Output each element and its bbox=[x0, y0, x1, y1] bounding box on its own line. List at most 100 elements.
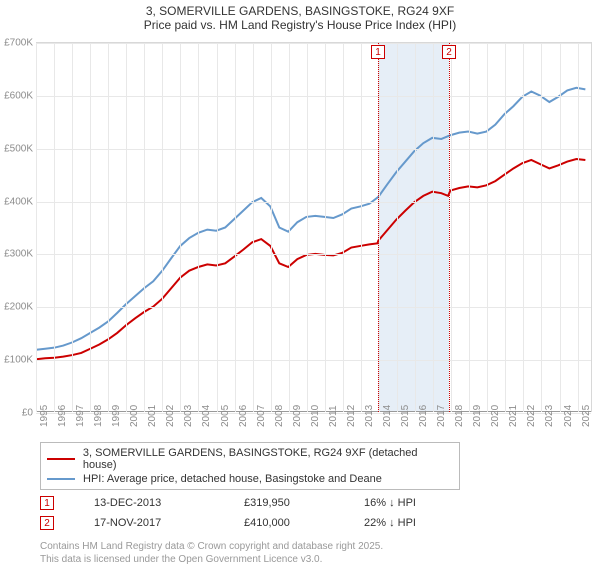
x-tick-label: 2001 bbox=[147, 405, 158, 427]
x-tick-label: 2004 bbox=[201, 405, 212, 427]
y-tick-label: £0 bbox=[0, 408, 33, 419]
x-tick-label: 2020 bbox=[490, 405, 501, 427]
gridline-h bbox=[36, 360, 591, 361]
gridline-v bbox=[90, 43, 91, 412]
tx-date: 13-DEC-2013 bbox=[94, 497, 204, 509]
y-tick-label: £600K bbox=[0, 90, 33, 101]
gridline-v bbox=[144, 43, 145, 412]
gridline-v bbox=[162, 43, 163, 412]
y-tick-label: £700K bbox=[0, 38, 33, 49]
y-tick-label: £300K bbox=[0, 249, 33, 260]
footer-line1: Contains HM Land Registry data © Crown c… bbox=[40, 540, 600, 553]
plot-area: £0£100K£200K£300K£400K£500K£600K£700K199… bbox=[36, 42, 592, 412]
x-tick-label: 2016 bbox=[418, 405, 429, 427]
gridline-h bbox=[36, 96, 591, 97]
chart-container: 3, SOMERVILLE GARDENS, BASINGSTOKE, RG24… bbox=[0, 0, 600, 560]
title-block: 3, SOMERVILLE GARDENS, BASINGSTOKE, RG24… bbox=[0, 0, 600, 34]
x-tick-label: 2012 bbox=[346, 405, 357, 427]
gridline-v bbox=[505, 43, 506, 412]
gridline-h bbox=[36, 149, 591, 150]
gridline-h bbox=[36, 43, 591, 44]
x-tick-label: 2022 bbox=[526, 405, 537, 427]
gridline-v bbox=[361, 43, 362, 412]
legend-item-hpi: HPI: Average price, detached house, Basi… bbox=[47, 472, 453, 486]
x-tick-label: 2015 bbox=[400, 405, 411, 427]
transaction-row: 1 13-DEC-2013 £319,950 16% ↓ HPI bbox=[40, 496, 600, 510]
x-tick-label: 1995 bbox=[39, 405, 50, 427]
gridline-v bbox=[235, 43, 236, 412]
x-tick-label: 2019 bbox=[472, 405, 483, 427]
gridline-v bbox=[343, 43, 344, 412]
transaction-row: 217-NOV-2017£410,00022% ↓ HPI bbox=[40, 516, 600, 530]
legend-box: 3, SOMERVILLE GARDENS, BASINGSTOKE, RG24… bbox=[40, 442, 460, 490]
line-series-svg bbox=[36, 43, 591, 412]
x-tick-label: 2014 bbox=[382, 405, 393, 427]
gridline-v bbox=[54, 43, 55, 412]
x-tick-label: 2008 bbox=[274, 405, 285, 427]
gridline-v bbox=[523, 43, 524, 412]
x-tick-label: 2017 bbox=[436, 405, 447, 427]
x-tick-label: 1999 bbox=[111, 405, 122, 427]
gridline-v bbox=[451, 43, 452, 412]
x-tick-label: 2005 bbox=[220, 405, 231, 427]
y-tick-label: £500K bbox=[0, 143, 33, 154]
chart-area: £0 £100K £200K £300K £400K £500K £600K £700K 199… bbox=[0, 34, 600, 434]
x-tick-label: 2000 bbox=[129, 405, 140, 427]
footer: Contains HM Land Registry data © Crown c… bbox=[40, 540, 600, 566]
gridline-v bbox=[36, 43, 37, 412]
transaction-rows: 1 13-DEC-2013 £319,950 16% ↓ HPI 2 17-NOV-201… bbox=[0, 496, 600, 530]
gridline-v bbox=[289, 43, 290, 412]
gridline-h bbox=[36, 202, 591, 203]
x-tick-label: 2013 bbox=[364, 405, 375, 427]
gridline-v bbox=[180, 43, 181, 412]
x-tick-label: 2018 bbox=[454, 405, 465, 427]
gridline-v bbox=[578, 43, 579, 412]
x-tick-label: 2024 bbox=[563, 405, 574, 427]
gridline-v bbox=[415, 43, 416, 412]
x-tick-label: 2023 bbox=[544, 405, 555, 427]
gridline-v bbox=[560, 43, 561, 412]
x-tick-label: 2021 bbox=[508, 405, 519, 427]
y-tick-label: £400K bbox=[0, 196, 33, 207]
x-tick-label: 2007 bbox=[256, 405, 267, 427]
gridline-v bbox=[108, 43, 109, 412]
legend-swatch-property bbox=[47, 458, 75, 460]
legend-item-property: 3, SOMERVILLE GARDENS, BASINGSTOKE, RG24… bbox=[47, 446, 453, 472]
gridline-v bbox=[397, 43, 398, 412]
title-subtitle: Price paid vs. HM Land Registry's House … bbox=[0, 18, 600, 32]
marker-box: 1 bbox=[371, 45, 385, 59]
gridline-v bbox=[325, 43, 326, 412]
gridline-v bbox=[72, 43, 73, 412]
gridline-h bbox=[36, 254, 591, 255]
legend-swatch-hpi bbox=[47, 478, 75, 480]
gridline-v bbox=[541, 43, 542, 412]
tx-price: £410,000 bbox=[244, 517, 324, 529]
y-tick-label: £200K bbox=[0, 302, 33, 313]
tx-price: £319,950 bbox=[244, 497, 324, 509]
tx-marker: 1 bbox=[40, 496, 54, 510]
x-tick-label: 2010 bbox=[310, 405, 321, 427]
tx-marker: 2 bbox=[40, 516, 54, 530]
tx-date: 17-NOV-2017 bbox=[94, 517, 204, 529]
x-tick-label: 2011 bbox=[328, 405, 339, 427]
x-tick-label: 1996 bbox=[57, 405, 68, 427]
gridline-v bbox=[126, 43, 127, 412]
x-tick-label: 1997 bbox=[75, 405, 86, 427]
x-tick-label: 2025 bbox=[581, 405, 592, 427]
gridline-v bbox=[487, 43, 488, 412]
gridline-h bbox=[36, 307, 591, 308]
title-address: 3, SOMERVILLE GARDENS, BASINGSTOKE, RG24… bbox=[0, 4, 600, 18]
series-hpi bbox=[36, 88, 585, 350]
marker-vline bbox=[378, 43, 379, 412]
legend-label-hpi: HPI: Average price, detached house, Basi… bbox=[83, 473, 382, 485]
gridline-v bbox=[271, 43, 272, 412]
tx-diff: 16% ↓ HPI bbox=[364, 497, 444, 509]
x-tick-label: 2002 bbox=[165, 405, 176, 427]
gridline-v bbox=[379, 43, 380, 412]
gridline-v bbox=[198, 43, 199, 412]
gridline-v bbox=[253, 43, 254, 412]
gridline-v bbox=[307, 43, 308, 412]
y-tick-label: £100K bbox=[0, 355, 33, 366]
x-tick-label: 2006 bbox=[238, 405, 249, 427]
x-tick-label: 2003 bbox=[183, 405, 194, 427]
